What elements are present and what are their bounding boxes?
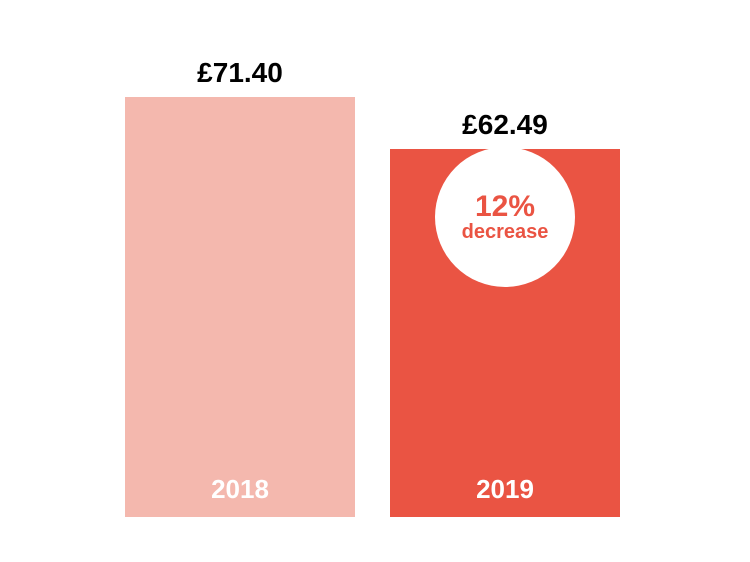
bar-2018: £71.40 2018 bbox=[125, 97, 355, 517]
callout-word: decrease bbox=[462, 222, 549, 243]
percent-change-callout: 12% decrease bbox=[435, 147, 575, 287]
callout-percent: 12% bbox=[475, 191, 535, 223]
bar-2018-category-label: 2018 bbox=[125, 474, 355, 505]
bar-2019-category-label: 2019 bbox=[390, 474, 620, 505]
bar-2019-value-label: £62.49 bbox=[390, 109, 620, 141]
bar-2018-value-label: £71.40 bbox=[125, 57, 355, 89]
comparison-bar-chart: £71.40 2018 £62.49 2019 12% decrease bbox=[0, 0, 750, 562]
